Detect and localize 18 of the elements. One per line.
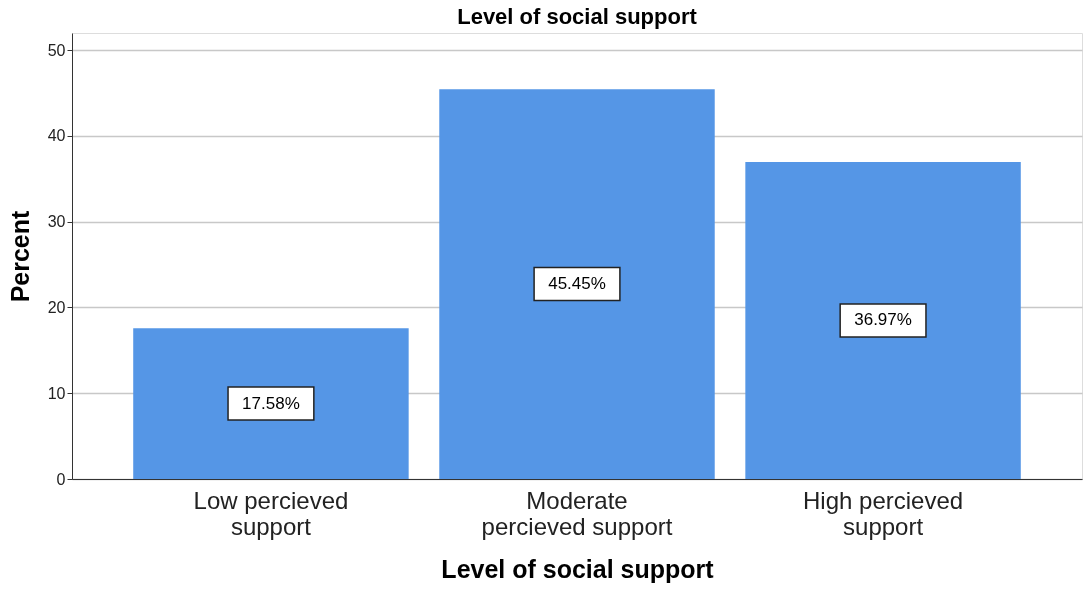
y-axis-title: Percent — [5, 209, 34, 303]
bar — [133, 328, 409, 479]
y-tick-label: 20 — [47, 298, 66, 316]
x-tick-label: Low percieved support — [193, 486, 349, 540]
data-label: 45.45% — [548, 274, 606, 294]
x-tick-label: High percieved support — [803, 486, 964, 540]
x-tick-label: Moderate percieved support — [481, 486, 673, 540]
y-tick-label: 50 — [47, 41, 66, 59]
x-axis-title: Level of social support — [441, 554, 715, 583]
bar — [745, 161, 1021, 479]
data-label: 17.58% — [242, 393, 300, 413]
data-label: 36.97% — [854, 310, 912, 330]
y-tick-label: 40 — [47, 127, 66, 145]
y-tick-label: 10 — [47, 384, 66, 402]
y-tick-label: 30 — [47, 213, 66, 231]
bar — [439, 89, 715, 479]
chart-title: Level of social support — [457, 4, 698, 29]
y-tick-label: 0 — [56, 470, 66, 488]
